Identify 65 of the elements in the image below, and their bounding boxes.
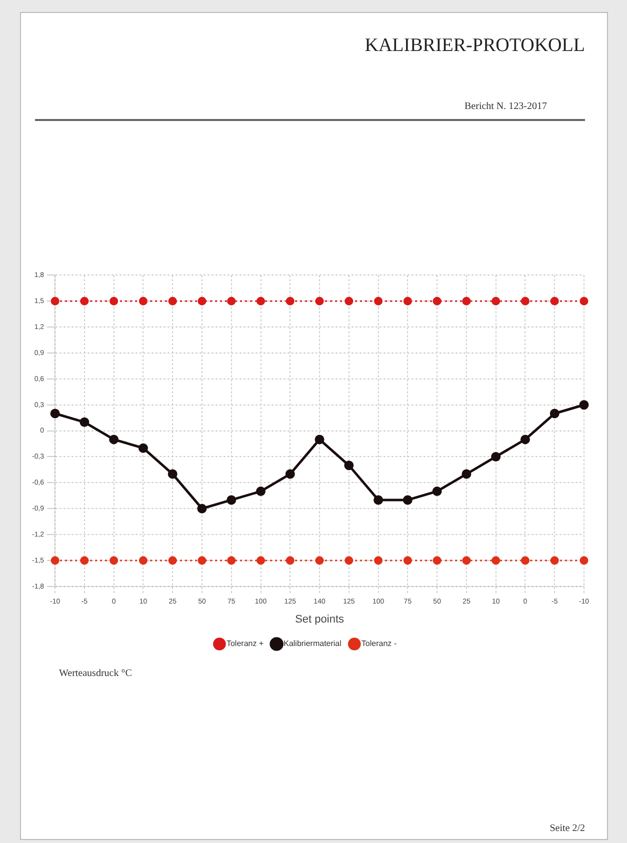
point [520,434,530,444]
point [580,296,588,306]
point [110,556,118,565]
point [50,296,60,306]
point [168,556,177,565]
legend-label: Toleranz + [226,639,264,648]
point [520,556,530,565]
point [402,495,412,505]
point [403,296,412,306]
point [198,556,206,565]
point [315,296,324,306]
point [256,556,266,565]
point [110,296,118,306]
point [520,296,530,306]
point [550,408,560,418]
point [109,434,119,444]
point [314,434,324,444]
chart-title: KALIBRIER-PROTOKOLL [364,35,585,57]
text: Bericht N. 123-2017 [464,101,547,112]
point [492,556,500,565]
point [462,469,472,479]
legend-label: Kalibriermaterial [284,639,342,648]
point [80,556,89,565]
point [168,296,177,306]
point [492,296,500,306]
text: Seite 2/2 [550,823,585,834]
point [344,556,354,565]
point [226,495,236,505]
point [344,460,354,470]
point [432,486,442,496]
point [80,296,89,306]
point [315,556,324,565]
point [579,400,589,410]
point [550,296,559,306]
point [344,296,354,306]
point [227,556,236,565]
point [80,417,90,427]
point [256,486,266,496]
point [197,504,207,514]
x-axis-title: Set points [295,613,344,626]
point [50,408,60,418]
point [256,296,266,306]
point [168,469,178,479]
point [432,556,442,565]
point [374,495,384,505]
point [227,296,236,306]
point [403,556,412,565]
point [286,556,294,565]
point [580,556,588,565]
text: Werteausdruck °C [59,668,132,679]
point [50,556,60,565]
point [432,296,442,306]
point [491,452,501,462]
point [374,296,383,306]
point [550,556,559,565]
point [374,556,383,565]
point [138,556,148,565]
point [286,296,294,306]
point [198,296,206,306]
point [138,296,148,306]
point [462,296,471,306]
point [138,443,148,453]
point [462,556,471,565]
legend-label: Toleranz - [361,639,397,648]
point [285,469,295,479]
